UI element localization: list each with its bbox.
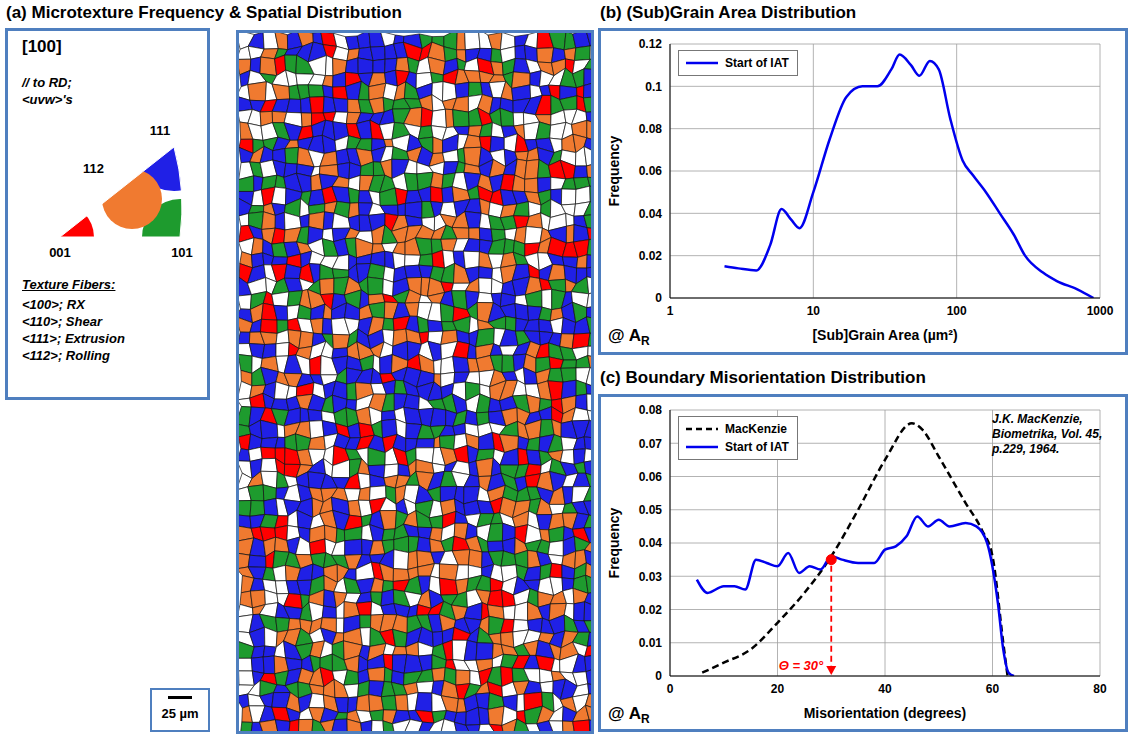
svg-text:101: 101 xyxy=(171,245,193,260)
svg-text:10: 10 xyxy=(807,304,821,318)
html-text:@ AR: @ AR xyxy=(608,325,650,348)
svg-text:0.07: 0.07 xyxy=(639,437,663,451)
svg-text:0.02: 0.02 xyxy=(639,603,663,617)
html-text:[100]: [100] xyxy=(22,37,62,56)
html-text:Texture Fibers:: Texture Fibers: xyxy=(22,277,116,292)
svg-text:1: 1 xyxy=(667,304,674,318)
svg-text:Θ = 30°: Θ = 30° xyxy=(779,658,824,673)
html-text:MacKenzie: MacKenzie xyxy=(725,422,787,436)
svg-text:1000: 1000 xyxy=(1087,304,1114,318)
html-text:<100>; RX: <100>; RX xyxy=(22,297,85,312)
svg-text:Frequency: Frequency xyxy=(606,135,622,206)
html-text:<111>; Extrusion: <111>; Extrusion xyxy=(22,331,125,346)
svg-text:20: 20 xyxy=(771,682,785,696)
html-text:J.K. MacKenzie, Biometrika, Vo: J.K. MacKenzie, Biometrika, Vol. 45, p.2… xyxy=(992,412,1103,456)
html-text:// to RD;: // to RD; xyxy=(22,75,72,90)
svg-text:[Sub]Grain Area (µm²): [Sub]Grain Area (µm²) xyxy=(812,327,957,343)
svg-text:Frequency: Frequency xyxy=(606,507,622,578)
svg-text:0.05: 0.05 xyxy=(639,503,663,517)
svg-text:0.02: 0.02 xyxy=(639,249,663,263)
html-text:<uvw>'s: <uvw>'s xyxy=(22,92,73,107)
svg-text:001: 001 xyxy=(49,245,71,260)
svg-text:0.06: 0.06 xyxy=(639,164,663,178)
svg-text:0.12: 0.12 xyxy=(639,37,663,51)
svg-text:0.1: 0.1 xyxy=(645,80,662,94)
svg-text:0.08: 0.08 xyxy=(639,403,663,417)
svg-text:80: 80 xyxy=(1093,682,1107,696)
svg-text:0.08: 0.08 xyxy=(639,122,663,136)
html-text:(a) Microtexture Frequency & S: (a) Microtexture Frequency & Spatial Dis… xyxy=(6,3,402,22)
svg-text:0.06: 0.06 xyxy=(639,470,663,484)
svg-text:100: 100 xyxy=(947,304,967,318)
html-text:25 µm: 25 µm xyxy=(161,706,199,721)
html-text:Start of IAT: Start of IAT xyxy=(725,440,789,454)
svg-text:0.04: 0.04 xyxy=(639,536,663,550)
html-text:<112>; Rolling: <112>; Rolling xyxy=(22,348,110,363)
svg-text:40: 40 xyxy=(878,682,892,696)
svg-text:0.03: 0.03 xyxy=(639,570,663,584)
html-text:<110>; Shear: <110>; Shear xyxy=(22,314,102,329)
html-text:(b) (Sub)Grain Area Distributi: (b) (Sub)Grain Area Distribution xyxy=(600,3,857,22)
svg-text:0: 0 xyxy=(667,682,674,696)
svg-text:112: 112 xyxy=(83,161,104,176)
svg-text:0.04: 0.04 xyxy=(639,207,663,221)
svg-text:0.01: 0.01 xyxy=(639,636,663,650)
svg-text:111: 111 xyxy=(150,123,170,138)
svg-text:60: 60 xyxy=(986,682,1000,696)
html-text:@ AR: @ AR xyxy=(608,703,650,726)
svg-text:0: 0 xyxy=(655,291,662,305)
svg-text:Misorientation (degrees): Misorientation (degrees) xyxy=(804,705,967,721)
html-text:Start of IAT: Start of IAT xyxy=(725,56,789,70)
svg-text:0: 0 xyxy=(655,669,662,683)
html-text:(c) Boundary Misorientation Di: (c) Boundary Misorientation Distribution xyxy=(600,368,926,387)
